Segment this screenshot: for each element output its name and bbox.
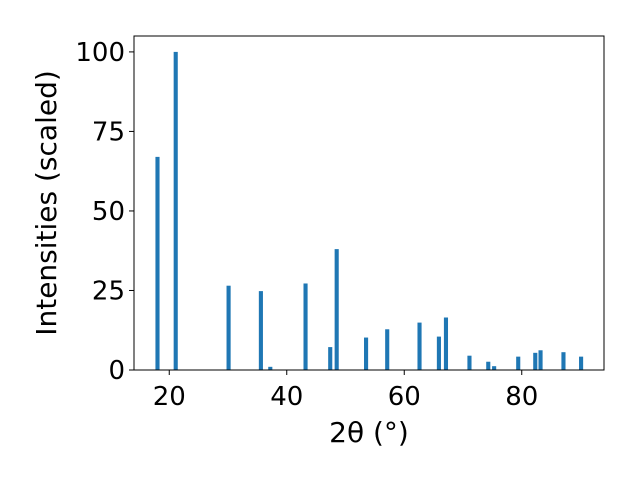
bar-8	[364, 337, 369, 370]
bar-5	[303, 283, 308, 370]
bar-0	[155, 156, 160, 370]
bars-group	[155, 51, 584, 371]
x-tick-label-3: 80	[505, 382, 538, 412]
y-axis-ticks: 0 25 50 75 100	[75, 38, 134, 386]
bar-1	[173, 51, 178, 371]
y-tick-label-3: 75	[92, 117, 125, 147]
bar-17	[533, 352, 538, 370]
bar-11	[436, 336, 441, 370]
bar-14	[486, 361, 491, 370]
x-tick-label-2: 60	[388, 382, 421, 412]
y-tick-label-0: 0	[108, 356, 125, 386]
bar-2	[226, 285, 231, 370]
bar-10	[417, 322, 422, 370]
bar-16	[516, 356, 521, 370]
bar-6	[328, 347, 333, 370]
x-axis-label: 2θ (°)	[329, 416, 409, 449]
y-tick-label-4: 100	[75, 38, 125, 68]
bar-9	[385, 329, 390, 370]
x-axis-ticks: 20 40 60 80	[153, 370, 538, 412]
bar-19	[561, 352, 566, 370]
bar-18	[538, 350, 543, 370]
x-tick-label-1: 40	[270, 382, 303, 412]
y-tick-label-2: 50	[92, 197, 125, 227]
bar-15	[492, 366, 497, 370]
bar-12	[443, 317, 449, 370]
plot-frame	[133, 35, 605, 371]
bar-3	[258, 291, 263, 370]
bar-20	[579, 356, 584, 370]
x-tick-label-0: 20	[153, 382, 186, 412]
y-axis-label: Intensities (scaled)	[30, 70, 63, 336]
y-tick-label-1: 25	[92, 276, 125, 306]
bar-13	[467, 355, 472, 370]
bar-7	[334, 249, 339, 370]
bar-4	[268, 366, 273, 370]
